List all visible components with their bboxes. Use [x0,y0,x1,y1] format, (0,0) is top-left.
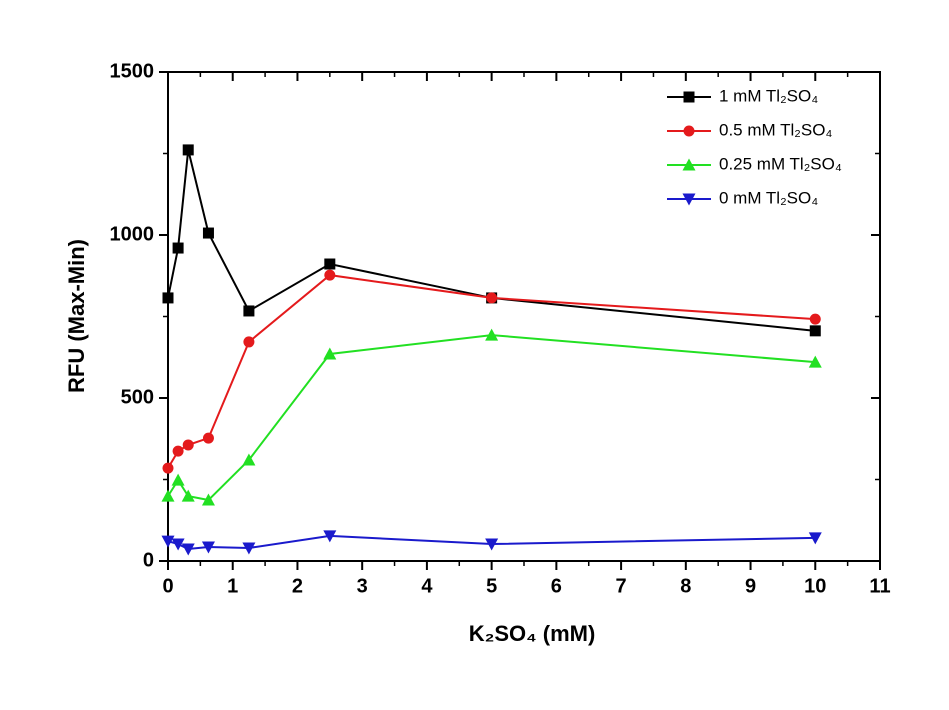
x-tick-label: 2 [292,575,303,597]
y-tick-label: 500 [121,386,154,408]
marker [201,541,215,554]
y-axis-title: RFU (Max-Min) [64,239,89,393]
legend-label: 0.25 mM Tl₂SO₄ [719,154,842,173]
legend-label: 0.5 mM Tl₂SO₄ [719,120,832,139]
marker [323,347,337,360]
x-tick-label: 11 [869,575,890,597]
marker [162,292,174,304]
marker [809,313,821,325]
marker [202,227,214,239]
y-tick-label: 0 [143,549,154,571]
marker [808,532,822,545]
x-tick-label: 10 [804,575,826,597]
x-tick-label: 7 [616,575,627,597]
marker [242,453,256,466]
marker [172,445,184,457]
series-line [167,334,816,502]
marker [808,355,822,368]
x-tick-label: 5 [486,575,497,597]
marker [182,439,194,451]
marker [201,493,215,506]
marker [324,269,336,281]
marker [242,542,256,555]
y-tick-label: 1000 [110,223,155,245]
x-tick-label: 4 [421,575,433,597]
x-tick-label: 9 [745,575,756,597]
marker [171,473,185,486]
marker [485,328,499,341]
marker [161,535,175,548]
x-tick-label: 6 [551,575,562,597]
marker [182,144,194,156]
marker [181,489,195,502]
legend-label: 1 mM Tl₂SO₄ [719,86,818,105]
x-tick-label: 3 [357,575,368,597]
marker [162,462,174,474]
x-tick-label: 1 [227,575,238,597]
marker [486,292,498,304]
marker [243,305,255,317]
marker [485,538,499,551]
marker [172,242,184,254]
marker [202,432,214,444]
x-tick-label: 0 [162,575,173,597]
marker [243,336,255,348]
marker [809,325,821,337]
series-line [167,149,816,332]
marker [161,489,175,502]
x-axis-title: K₂SO₄ (mM) [469,621,596,646]
marker [682,158,696,171]
marker [324,258,336,270]
marker [683,91,695,103]
marker [181,543,195,556]
marker [682,193,696,206]
y-tick-label: 1500 [110,60,155,82]
marker [323,530,337,543]
marker [171,538,185,551]
legend-label: 0 mM Tl₂SO₄ [719,188,818,207]
marker [683,125,695,137]
x-tick-label: 8 [680,575,691,597]
